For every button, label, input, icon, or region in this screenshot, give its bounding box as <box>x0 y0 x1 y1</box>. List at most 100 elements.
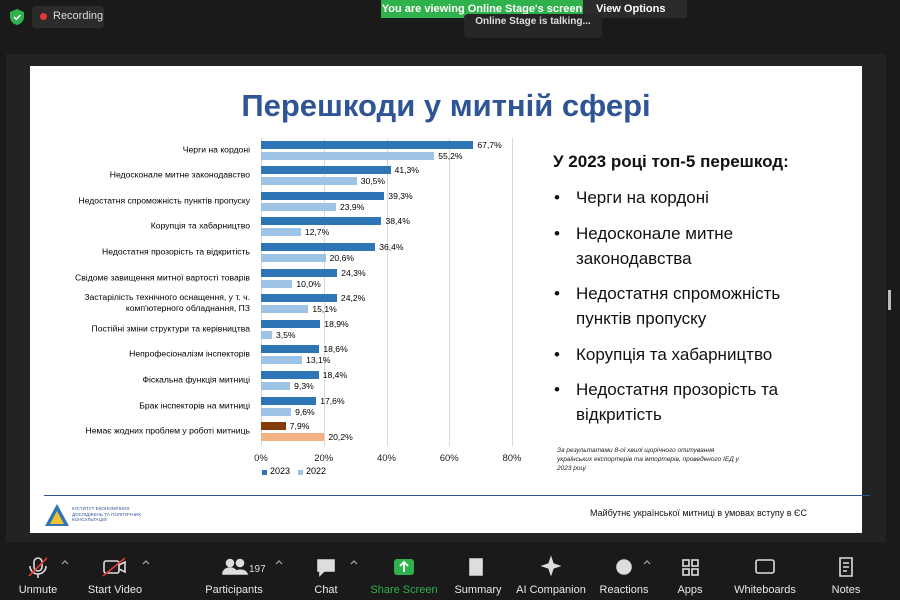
value-label: 24,3% <box>341 267 366 278</box>
toolbar-button[interactable]: Share Screen <box>370 584 438 596</box>
bar <box>261 151 435 160</box>
logo-text: ІНСТИТУТ ЕКОНОМІЧНИХ ДОСЛІДЖЕНЬ ТА ПОЛІТ… <box>72 506 142 522</box>
grid-line <box>449 138 451 446</box>
bar <box>261 422 286 431</box>
value-label: 10,0% <box>296 278 321 289</box>
grid-line <box>386 138 388 446</box>
value-label: 7,9% <box>289 421 310 432</box>
logo-mark <box>45 504 69 526</box>
toolbar-button[interactable]: Summary <box>454 584 502 596</box>
summary-item: Недостатня прозорість та відкритість <box>554 377 836 427</box>
category-label: Застарілість технічного оснащення, у т. … <box>84 292 250 314</box>
value-label: 41,3% <box>394 165 419 176</box>
bar <box>261 191 385 200</box>
x-tick-label: 40% <box>376 453 397 464</box>
toolbar-button[interactable]: Participants <box>205 584 263 596</box>
value-label: 18,9% <box>324 318 349 329</box>
value-label: 9,6% <box>295 406 315 417</box>
bar <box>261 217 382 226</box>
value-label: 38,4% <box>385 216 410 227</box>
x-tick-label: 60% <box>439 453 459 464</box>
value-label: 13,1% <box>306 355 331 366</box>
record-dot <box>40 13 47 20</box>
value-label: 67,7% <box>477 139 502 150</box>
x-tick-label: 0% <box>254 453 268 464</box>
bar <box>261 345 320 354</box>
category-label: Свідоме завищення митної вартості товарі… <box>75 272 250 282</box>
talking-indicator: Online Stage is talking... <box>464 14 602 38</box>
legend-label: 2022 <box>306 466 327 476</box>
bar <box>261 268 338 277</box>
bar <box>261 433 325 442</box>
legend-swatch <box>262 470 267 475</box>
survey-note: За результатами 8-ої хвилі щорічного опи… <box>557 447 739 472</box>
bar <box>261 396 317 405</box>
bar <box>261 356 303 365</box>
recording-pill[interactable]: Recording <box>32 6 104 28</box>
bar <box>261 370 319 379</box>
summary-item: Корупція та хабарництво <box>554 342 836 367</box>
grid-line <box>323 138 325 446</box>
toolbar-button[interactable]: Apps <box>677 584 703 596</box>
legend-label: 2023 <box>270 466 291 476</box>
x-tick-label: 20% <box>314 453 334 464</box>
value-label: 39,3% <box>388 190 413 201</box>
value-label: 30,5% <box>360 176 386 187</box>
category-label: Недосконале митне законодавство <box>109 169 250 180</box>
shield-icon <box>10 9 24 25</box>
category-label: Брак інспекторів на митниці <box>139 400 250 410</box>
x-tick-label: 80% <box>502 453 522 464</box>
value-label: 15,1% <box>312 304 337 315</box>
category-label: Недостатня прозорість та відкритість <box>102 246 250 257</box>
bar <box>261 140 474 149</box>
value-label: 9,3% <box>294 380 314 391</box>
category-label: Черги на кордоні <box>182 144 250 154</box>
resize-handle[interactable] <box>888 290 891 310</box>
category-label: Недостатня спроможність пунктів пропуску <box>78 195 250 206</box>
category-label: Немає жодних проблем у роботі митниць <box>85 425 250 436</box>
category-label: Фіскальна функція митниці <box>142 374 250 385</box>
value-label: 18,4% <box>322 369 348 380</box>
top-bar: Recording You are viewing Online Stage's… <box>0 0 900 50</box>
toolbar-button[interactable]: Whiteboards <box>734 584 796 596</box>
participants-count: 197 <box>249 564 266 575</box>
toolbar-button[interactable]: Chat <box>314 584 338 596</box>
category-label: Непрофесіоналізм інспекторів <box>129 348 250 359</box>
value-label: 18,6% <box>323 344 348 355</box>
bar <box>261 319 321 328</box>
bar <box>261 381 291 390</box>
recording-label: Recording <box>53 10 104 22</box>
toolbar-button[interactable]: Notes <box>831 584 861 596</box>
summary-item: Недостатня спроможність пунктів пропуску <box>554 281 836 331</box>
bar <box>261 294 337 303</box>
summary-item: Недосконале митне законодавства <box>554 221 836 271</box>
value-label: 17,6% <box>320 395 345 406</box>
bar <box>261 242 376 251</box>
value-label: 23,9% <box>339 201 365 212</box>
bar <box>261 202 336 211</box>
value-label: 3,5% <box>275 329 296 340</box>
toolbar-button[interactable]: Reactions <box>599 584 649 596</box>
toolbar-button[interactable]: Start Video <box>87 584 143 596</box>
bar <box>261 228 301 237</box>
bar <box>261 330 272 339</box>
footer-rule <box>44 495 870 496</box>
summary-heading: У 2023 році топ-5 перешкод: <box>553 152 789 171</box>
summary-item: Черги на кордоні <box>554 185 836 210</box>
category-label: Корупція та хабарництво <box>150 220 250 231</box>
bar <box>261 407 292 416</box>
value-label: 24,2% <box>340 293 366 304</box>
bar <box>261 253 326 262</box>
category-label: Постійні зміни структури та керівництва <box>91 323 250 334</box>
meeting-toolbar: 197 <box>0 550 900 600</box>
bar <box>261 305 309 314</box>
value-label: 20,6% <box>329 252 354 263</box>
grid-line <box>261 138 262 446</box>
legend-swatch <box>298 470 303 475</box>
toolbar-button[interactable]: AI Companion <box>516 584 586 596</box>
view-options[interactable]: View Options <box>583 0 687 18</box>
toolbar-button[interactable]: Unmute <box>18 584 58 596</box>
share-banner: You are viewing Online Stage's screen <box>381 0 583 18</box>
